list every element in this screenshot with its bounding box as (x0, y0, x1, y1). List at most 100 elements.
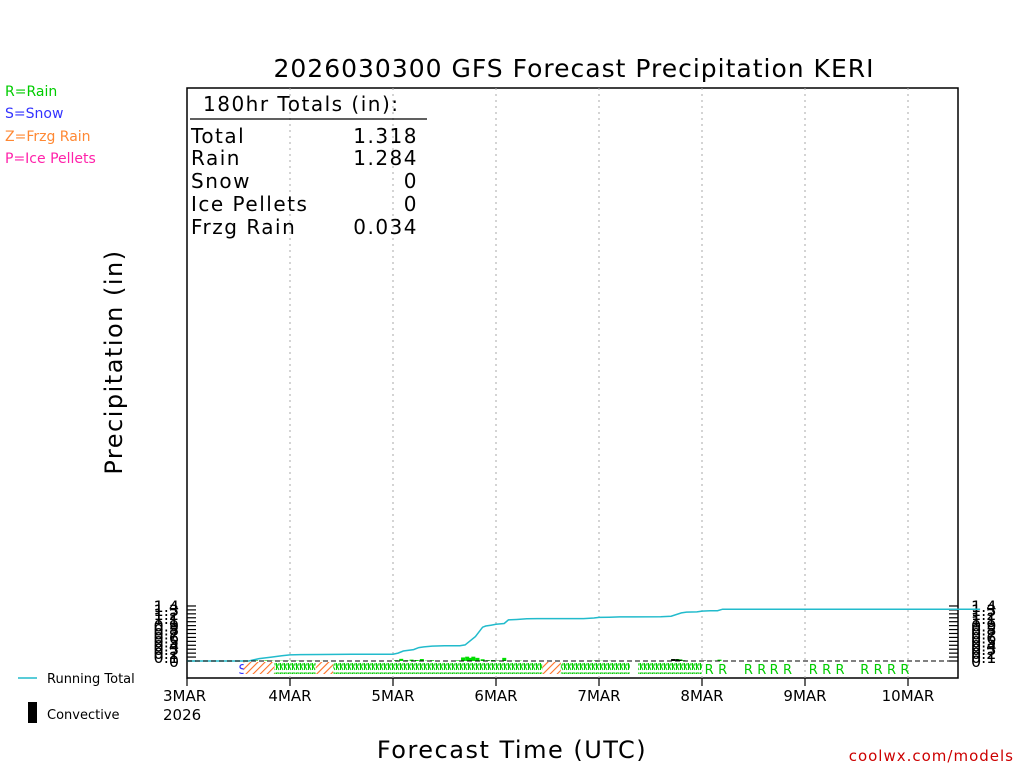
totals-value-frzg-rain: 0.034 (353, 215, 418, 239)
precip-bar (475, 657, 480, 661)
y-tick-label-right: 1.3 (971, 601, 996, 620)
y-tick-label-left: 1 (169, 613, 179, 632)
ptype-rain-letter: R (887, 663, 896, 678)
ptype-rain-letter: R (900, 663, 909, 678)
precip-bar (399, 658, 404, 661)
precip-bar (264, 660, 269, 661)
convective-swatch (28, 702, 37, 723)
precip-bar (254, 660, 259, 661)
ptype-rain-letter: R (809, 663, 818, 678)
plot-frame (186, 87, 959, 679)
y-tick-label-right: 0.1 (971, 648, 996, 667)
ptype-snow-letter: S (239, 663, 247, 678)
y-tick-label-left: 0.1 (154, 648, 179, 667)
ptype-rain-letter: R (718, 663, 727, 678)
y-tick-label-right: 0.5 (971, 632, 996, 651)
y-tick-label-right: 0.4 (971, 636, 996, 655)
totals-value-ice-pellets: 0 (404, 192, 418, 216)
precip-bar (717, 659, 722, 661)
x-year-label: 2026 (163, 706, 201, 724)
y-tick-label-right: 0.2 (971, 644, 996, 663)
y-tick-label-left: 1.2 (154, 605, 179, 624)
y-tick-label-right: 0.7 (971, 624, 996, 643)
convective-bar (671, 659, 676, 661)
ptype-rain-block (560, 663, 630, 674)
vertical-grid (289, 88, 909, 678)
ptype-rain-letter: R (835, 663, 844, 678)
precip-bar (465, 656, 470, 661)
chart-title: 2026030300 GFS Forecast Precipitation KE… (273, 54, 874, 83)
precip-bar (471, 656, 476, 661)
ptype-rain-letter: R (874, 663, 883, 678)
y-tick-label-left: 1.1 (154, 609, 179, 628)
x-tick-label: 3MAR (163, 687, 206, 705)
totals-label-frzg-rain: Frzg Rain (191, 215, 296, 239)
ptype-freezing-rain-block (315, 662, 334, 674)
ptype-rain-block (638, 663, 702, 674)
precip-bar (409, 659, 414, 661)
ptype-rain-letter: R (822, 663, 831, 678)
totals-value-total: 1.318 (353, 124, 418, 148)
totals-value-rain: 1.284 (353, 146, 418, 170)
ptype-freezing-rain-block (243, 662, 275, 674)
legend-rain: R=Rain (5, 84, 57, 100)
x-axis-label: Forecast Time (UTC) (377, 736, 647, 764)
y-tick-label-left: 0.5 (154, 632, 179, 651)
y-tick-label-left: 1.4 (154, 597, 179, 616)
y-tick-label-right: 0.9 (971, 617, 996, 636)
y-tick-label-right: 0 (971, 652, 981, 671)
ptype-rain-block (333, 663, 543, 674)
totals-label-ice-pellets: Ice Pellets (191, 192, 308, 216)
y-tick-label-right: 0.6 (971, 628, 996, 647)
y-tick-label-right: 1.4 (971, 597, 996, 616)
totals-label-total: Total (190, 124, 245, 148)
running-total-label: Running Total (47, 672, 135, 687)
y-tick-label-left: 1.3 (154, 601, 179, 620)
totals-value-snow: 0 (404, 169, 418, 193)
y-tick-label-left: 0.8 (154, 621, 179, 640)
y-axis: 0 00.1 0.10.2 0.20.3 0.30.4 0.40.5 0.50.6 0.60.… (154, 597, 997, 671)
ptype-rain-letter: R (770, 663, 779, 678)
y-tick-label-left: 0.2 (154, 644, 179, 663)
x-tick-label: 6MAR (474, 687, 517, 705)
x-axis: 3MAR 4MAR 5MAR 6MAR 7MAR 8MAR 9MAR 10MAR 2026 (163, 678, 934, 724)
precip-bars (244, 656, 722, 661)
legend-ice-pellets: P=Ice Pellets (5, 151, 96, 167)
legend-freezing-rain: Z=Frzg Rain (5, 129, 91, 145)
y-tick-label-right: 1.1 (971, 609, 996, 628)
running-total-line (187, 608, 981, 662)
precip-bar (430, 660, 435, 661)
y-tick-label-right: 1 (971, 613, 981, 632)
y-axis-label: Precipitation (in) (100, 249, 128, 474)
totals-label-snow: Snow (191, 169, 251, 193)
precip-type-legend: R=Rain S=Snow Z=Frzg Rain P=Ice Pellets (5, 84, 96, 167)
x-tick-label: 8MAR (680, 687, 723, 705)
y-tick-label-left: 0.3 (154, 640, 179, 659)
precip-bar (502, 657, 507, 661)
legend-snow: S=Snow (5, 106, 63, 122)
convective-bar (678, 659, 683, 661)
y-tick-label-right: 0.3 (971, 640, 996, 659)
y-tick-label-right: 0.8 (971, 621, 996, 640)
x-tick-label: 10MAR (882, 687, 935, 705)
y-tick-label-left: 0.9 (154, 617, 179, 636)
y-tick-label-left: 0.4 (154, 636, 179, 655)
precip-bar (461, 657, 466, 661)
ptype-rain-block (274, 663, 316, 674)
ptype-rain-letter: R (783, 663, 792, 678)
y-tick-label-left: 0 (169, 652, 179, 671)
x-tick-label: 5MAR (371, 687, 414, 705)
precip-bar (468, 657, 473, 661)
totals-label-rain: Rain (191, 146, 241, 170)
precip-bar (419, 659, 424, 661)
convective-label: Convective (47, 708, 120, 723)
credit-text: coolwx.com/models (849, 747, 1014, 765)
convective-bar (675, 659, 680, 661)
ptype-rain-letter: R (744, 663, 753, 678)
x-tick-label: 9MAR (783, 687, 826, 705)
y-tick-label-left: 0.7 (154, 624, 179, 643)
ptype-freezing-rain-block (542, 662, 561, 674)
x-tick-label: 7MAR (577, 687, 620, 705)
